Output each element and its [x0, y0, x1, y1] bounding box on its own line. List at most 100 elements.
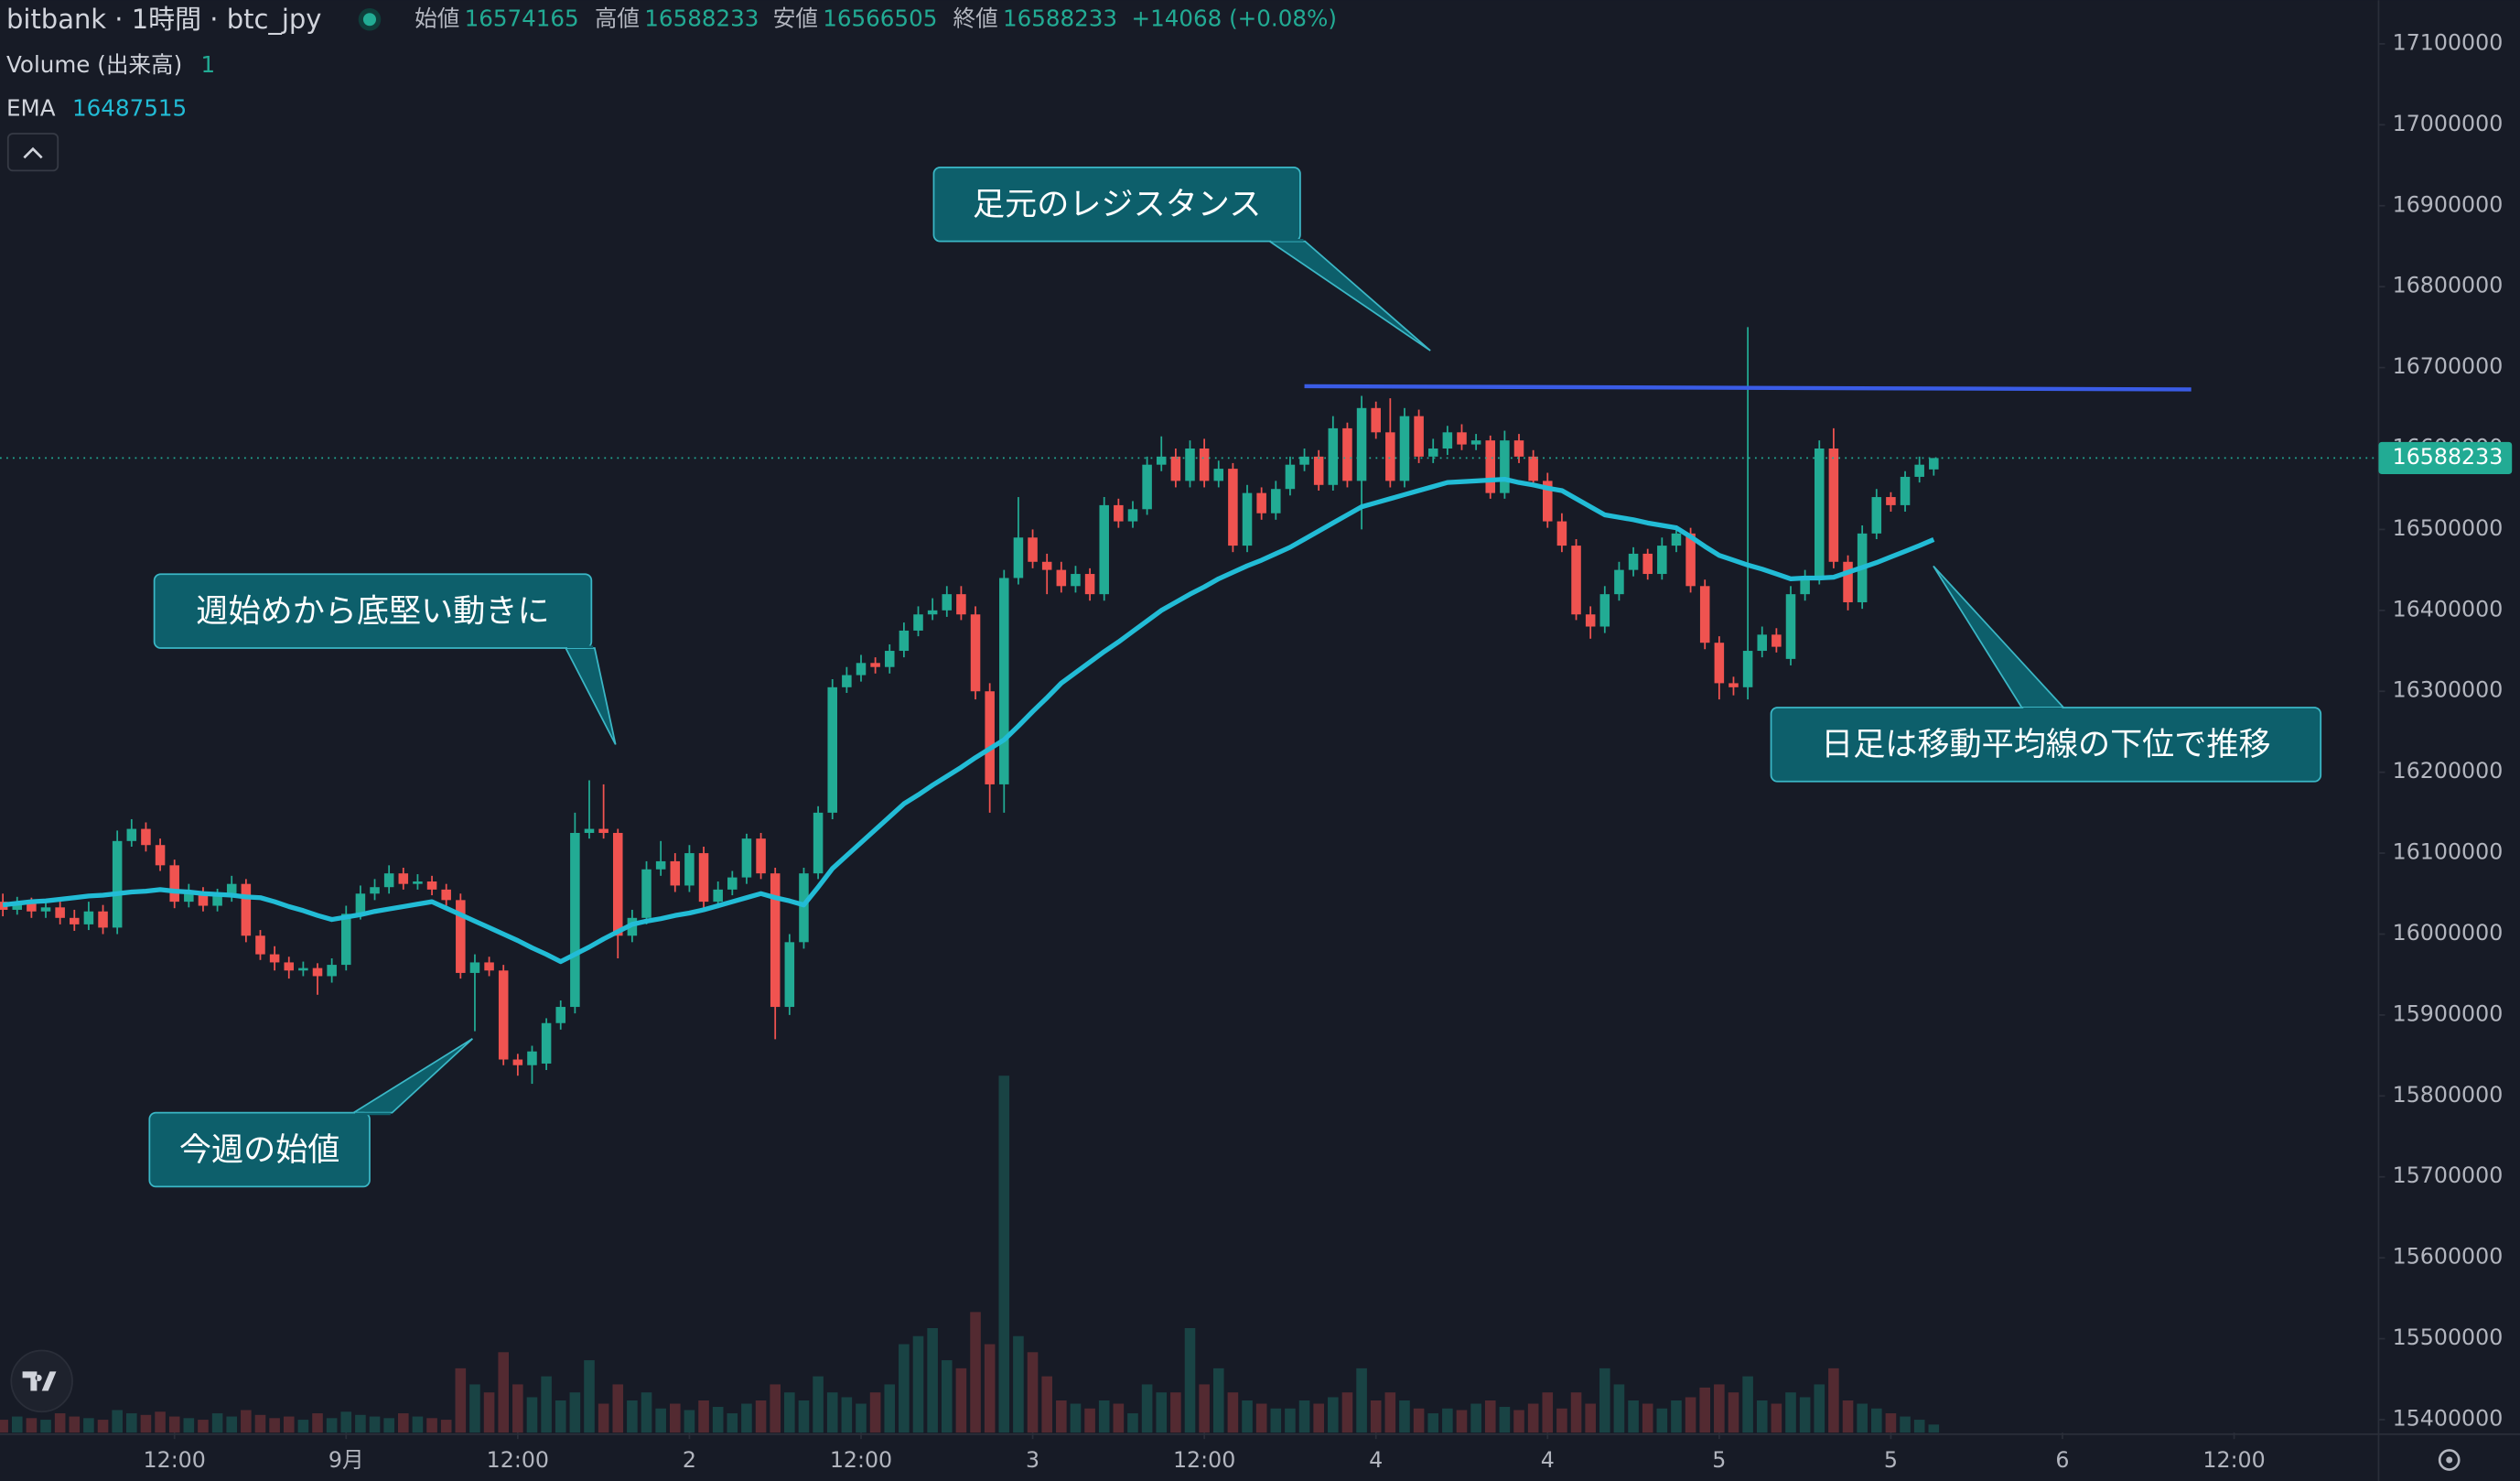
volume-bar: [641, 1392, 652, 1433]
collapse-button[interactable]: [6, 133, 59, 172]
volume-bar: [770, 1384, 781, 1433]
candle-body: [1313, 456, 1324, 485]
volume-bar: [1527, 1403, 1539, 1433]
volume-bar: [1298, 1400, 1310, 1433]
candle-body: [12, 903, 23, 910]
candle-body: [1886, 497, 1896, 505]
volume-bar: [1628, 1400, 1639, 1433]
logo-badge: [10, 1349, 73, 1413]
candle-body: [298, 968, 308, 971]
volume-bar: [1771, 1403, 1782, 1433]
volume-bar: [1671, 1400, 1682, 1433]
settings-icon[interactable]: [2438, 1449, 2461, 1471]
y-tick-label: 15700000: [2393, 1162, 2504, 1188]
volume-bar: [970, 1312, 981, 1433]
candle-body: [327, 965, 337, 977]
ema-label: EMA: [6, 95, 56, 122]
volume-bar: [1785, 1392, 1796, 1433]
candle-body: [913, 614, 923, 631]
volume-bar: [1384, 1392, 1396, 1433]
callout-box: [148, 1111, 371, 1188]
volume-bar: [741, 1403, 752, 1433]
volume-bar: [1742, 1376, 1753, 1433]
y-tick-label: 16900000: [2393, 191, 2504, 217]
candle-body: [1556, 521, 1567, 546]
callout-joint: [1271, 239, 1304, 242]
candle-body: [469, 962, 480, 973]
volume-bar: [269, 1418, 280, 1433]
volume-bar: [1212, 1367, 1224, 1433]
volume-bar: [869, 1392, 881, 1433]
volume-bar: [326, 1418, 338, 1433]
volume-bar: [912, 1335, 924, 1433]
candle-body: [856, 663, 867, 676]
settings[interactable]: [2438, 1449, 2461, 1471]
candle-body: [1714, 643, 1725, 684]
volume-bar: [1442, 1408, 1453, 1433]
candle-body: [1228, 469, 1238, 546]
volume-bar: [126, 1413, 137, 1433]
candle-body: [985, 691, 995, 784]
volume-bar: [1870, 1408, 1882, 1433]
volume-bar: [1570, 1392, 1582, 1433]
candle-body: [1671, 533, 1682, 546]
candle-body: [1156, 456, 1167, 465]
callout-box: [932, 166, 1301, 243]
plot: 15400000 15500000 15600000 15700000 15800000…: [0, 29, 2513, 1473]
candle-body: [670, 860, 681, 886]
candle-body: [269, 954, 280, 963]
y-tick-label: 17000000: [2393, 111, 2504, 136]
volume-bar: [884, 1384, 896, 1433]
x-tick-label: 5: [1884, 1447, 1898, 1473]
candle-body: [312, 968, 323, 977]
volume-bar: [655, 1408, 666, 1433]
volume-bar: [1542, 1392, 1554, 1433]
volume-bar: [1184, 1327, 1196, 1433]
candle-body: [842, 675, 852, 687]
candle-body: [1929, 458, 1939, 470]
candle-body: [98, 911, 108, 928]
volume-bar: [1699, 1387, 1711, 1433]
y-tick-label: 15400000: [2393, 1405, 2504, 1431]
volume-bar: [11, 1416, 23, 1433]
candle-body: [212, 895, 222, 906]
ema-value: 16487515: [72, 95, 187, 122]
volume-bar: [1857, 1403, 1868, 1433]
volume-bar: [1728, 1392, 1739, 1433]
candle-body: [1742, 651, 1753, 687]
y-tick-label: 16300000: [2393, 677, 2504, 703]
x-tick-label: 3: [1026, 1447, 1039, 1473]
volume-bar: [856, 1403, 867, 1433]
candle-body: [341, 913, 351, 966]
callout-joint: [567, 645, 594, 649]
candle-body: [27, 903, 37, 912]
candle-body: [1513, 440, 1524, 457]
candle-body: [1185, 449, 1195, 481]
volume-bar: [40, 1420, 51, 1433]
change-value: +14068 (+0.08%): [1131, 5, 1336, 31]
candle-body: [241, 883, 252, 936]
x-tick-label: 12:00: [2202, 1447, 2265, 1473]
candle-body: [1543, 481, 1553, 522]
volume-bar: [712, 1407, 724, 1433]
volume-bar: [369, 1416, 381, 1433]
y-tick-label: 16800000: [2393, 273, 2504, 298]
callout-text: 日足は移動平均線の下位で推移: [1821, 726, 2271, 763]
volume-bar: [1470, 1403, 1481, 1433]
candle-body: [1056, 569, 1067, 587]
candle-body: [1328, 427, 1339, 485]
candle-body: [441, 889, 451, 901]
y-tick-label: 16700000: [2393, 353, 2504, 379]
logo-mark: [22, 1371, 57, 1391]
ohlc-value: 16588233: [1003, 5, 1117, 31]
candle-body: [1614, 569, 1624, 595]
candle-body: [1657, 546, 1667, 575]
volume-bar: [826, 1392, 838, 1433]
candle-body: [184, 893, 194, 903]
candle-body: [756, 838, 766, 874]
volume-bar: [440, 1420, 452, 1433]
volume-bar: [1328, 1397, 1339, 1433]
volume-bar: [1084, 1408, 1095, 1433]
volume-bar: [1756, 1400, 1768, 1433]
